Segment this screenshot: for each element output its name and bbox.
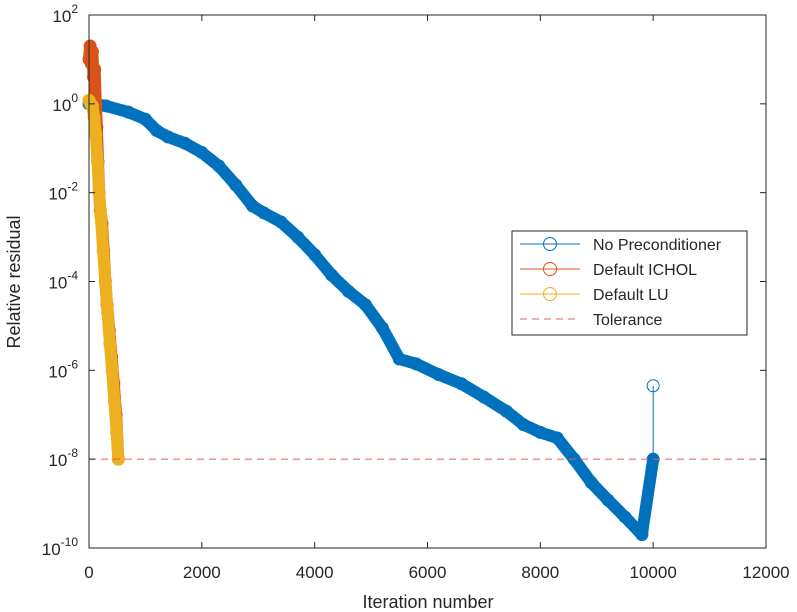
- data-point: [96, 243, 110, 257]
- legend-label: Tolerance: [593, 312, 662, 329]
- x-tick-label: 4000: [296, 563, 334, 582]
- data-point: [291, 230, 305, 244]
- data-point: [325, 268, 339, 282]
- series-layer: [82, 39, 660, 542]
- x-tick-label: 6000: [409, 563, 447, 582]
- data-point: [618, 510, 632, 524]
- data-point: [87, 110, 101, 124]
- data-point: [257, 206, 271, 220]
- x-tick-label: 0: [84, 563, 93, 582]
- data-point: [103, 337, 117, 351]
- legend-item: Default ICHOL: [520, 262, 697, 279]
- data-point: [601, 493, 615, 507]
- x-tick-label: 2000: [183, 563, 221, 582]
- data-point: [98, 275, 112, 288]
- data-point: [499, 404, 513, 418]
- legend-swatch-marker: [543, 262, 557, 276]
- x-tick-label: 8000: [521, 563, 559, 582]
- data-point: [246, 199, 260, 213]
- x-tick-label: 12000: [742, 563, 789, 582]
- data-point: [89, 128, 103, 142]
- data-point: [358, 298, 372, 312]
- legend-label: No Preconditioner: [593, 237, 722, 254]
- data-point: [85, 45, 99, 59]
- data-point: [161, 130, 175, 144]
- data-point: [107, 394, 121, 408]
- legend-item: Default LU: [520, 287, 669, 304]
- data-point: [101, 306, 115, 320]
- y-tick-label: 10-4: [48, 269, 78, 293]
- data-point: [150, 124, 164, 138]
- y-axis-label: Relative residual: [4, 215, 24, 348]
- data-point: [85, 99, 99, 113]
- legend-label: Default ICHOL: [593, 262, 697, 279]
- data-point: [88, 62, 102, 76]
- y-axis: 10-10 10-8 10-6 10-4 10-2 100 102: [42, 2, 766, 559]
- x-tick-label: 10000: [630, 563, 677, 582]
- data-point: [178, 136, 192, 150]
- data-point: [308, 248, 322, 262]
- data-point: [550, 431, 564, 445]
- legend-item: Tolerance: [520, 312, 662, 329]
- stem-marker: [646, 379, 660, 393]
- y-tick-label: 10-10: [42, 535, 79, 559]
- y-tick-label: 10-8: [48, 446, 78, 470]
- data-point: [454, 377, 468, 391]
- legend-label: Default LU: [593, 287, 669, 304]
- data-point: [392, 352, 406, 366]
- data-point: [635, 528, 649, 542]
- stem-layer: [646, 379, 660, 460]
- data-point: [584, 475, 598, 489]
- data-point: [105, 363, 119, 377]
- legend-box: [511, 230, 748, 336]
- x-axis: 0 2000 4000 6000 8000 10000 12000: [84, 15, 790, 582]
- data-point: [342, 284, 356, 298]
- data-point: [138, 112, 152, 126]
- legend-item: No Preconditioner: [520, 237, 722, 254]
- data-point: [533, 425, 547, 439]
- y-tick-label: 102: [52, 2, 78, 26]
- data-point: [375, 321, 389, 335]
- data-point: [516, 418, 530, 432]
- data-point: [212, 159, 226, 173]
- data-point: [229, 178, 243, 192]
- data-point: [477, 390, 491, 404]
- y-tick-label: 10-2: [48, 180, 78, 204]
- y-tick-label: 100: [52, 91, 78, 115]
- legend-swatch-marker: [543, 237, 557, 251]
- data-point: [432, 368, 446, 382]
- legend: No Preconditioner Default ICHOL Default LU…: [511, 230, 748, 336]
- data-point: [90, 155, 104, 169]
- data-point: [121, 105, 135, 119]
- data-point: [94, 209, 108, 223]
- legend-swatch-marker: [543, 287, 557, 301]
- y-tick-label: 10-6: [48, 357, 78, 381]
- data-point: [110, 425, 124, 439]
- x-axis-label: Iteration number: [362, 592, 493, 612]
- data-point: [195, 146, 209, 160]
- data-point: [409, 357, 423, 371]
- data-point: [274, 215, 288, 229]
